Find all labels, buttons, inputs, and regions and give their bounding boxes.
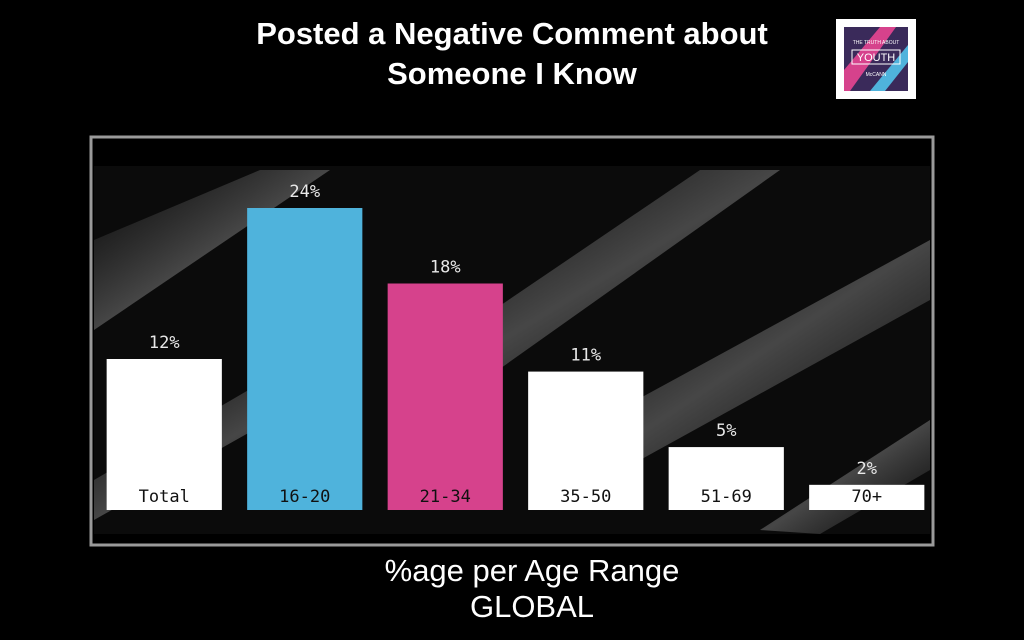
logo-text: McCANN <box>866 72 887 78</box>
value-label: 18% <box>430 258 461 278</box>
value-label: 11% <box>570 346 601 366</box>
frame <box>89 135 935 547</box>
x-axis-label: %age per Age Range <box>385 553 680 588</box>
x-tick-label: 70+ <box>851 487 882 507</box>
x-tick-label: Total <box>139 487 190 507</box>
logo-text: YOUTH <box>857 52 896 64</box>
x-tick-label: 16-20 <box>279 487 330 507</box>
bar <box>106 359 222 510</box>
bar <box>247 208 363 510</box>
subtitle: GLOBAL <box>470 589 594 624</box>
x-tick-label: 51-69 <box>701 487 752 507</box>
bar <box>668 447 784 510</box>
bar <box>528 371 644 510</box>
value-label: 24% <box>289 182 320 202</box>
x-tick-label: 21-34 <box>420 487 471 507</box>
bar <box>387 283 503 510</box>
value-label: 2% <box>857 459 877 479</box>
value-label: 12% <box>149 333 180 353</box>
logo: THE TRUTH ABOUT YOUTH McCANN <box>836 19 916 99</box>
value-label: 5% <box>716 421 736 441</box>
chart-title: Posted a Negative Comment about Someone … <box>256 16 768 91</box>
logo-text: THE TRUTH ABOUT <box>853 40 900 46</box>
bar <box>809 484 925 510</box>
x-tick-label: 35-50 <box>560 487 611 507</box>
